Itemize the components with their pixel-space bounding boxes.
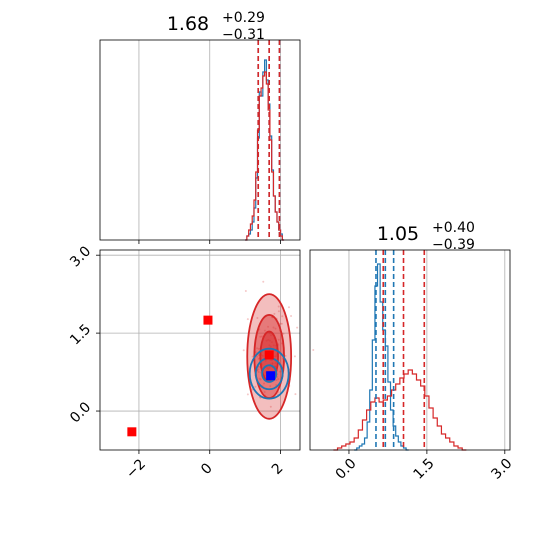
sample-point — [284, 354, 287, 357]
hist-x-title-sub: −0.31 — [222, 27, 265, 43]
hist-y-title-sup: +0.40 — [432, 220, 475, 236]
sample-point — [246, 318, 249, 321]
sample-point — [312, 349, 315, 352]
sample-point — [275, 379, 278, 382]
sample-point — [294, 393, 297, 396]
sample-point — [282, 332, 285, 335]
sample-point — [276, 393, 279, 396]
sample-point — [257, 370, 260, 373]
hist-y-x-tick-label: 0.0 — [333, 456, 360, 483]
marker-square — [203, 315, 213, 325]
sample-point — [257, 357, 260, 360]
contour-level — [261, 364, 278, 383]
sample-point — [256, 355, 259, 358]
sample-point — [269, 385, 272, 388]
sample-point — [260, 335, 263, 338]
sample-point — [263, 382, 266, 385]
sample-point — [256, 317, 259, 320]
hist-x-title-sup: +0.29 — [222, 10, 265, 26]
sample-point — [254, 351, 257, 354]
sample-point — [259, 378, 262, 381]
scatter-y-tick-label: 3.0 — [67, 243, 94, 270]
sample-point — [263, 329, 266, 332]
sample-point — [296, 326, 299, 329]
hist-y-hist-series-1 — [333, 369, 467, 451]
marker-square — [266, 371, 276, 381]
hist-y-frame — [309, 249, 511, 451]
hist-x-title-main: 1.68 — [167, 13, 209, 35]
hist-x-hist-series-0 — [245, 59, 285, 241]
sample-point — [281, 315, 284, 318]
hist-y-hist-series-0 — [354, 263, 409, 451]
marker-square — [127, 427, 137, 437]
sample-point — [279, 370, 282, 373]
sample-point — [273, 312, 276, 315]
sample-point — [272, 326, 275, 329]
sample-point — [257, 368, 260, 371]
hist-y-x-tick-label: 1.5 — [411, 456, 438, 483]
hist-y-title-main: 1.05 — [377, 223, 419, 245]
sample-point — [244, 289, 247, 292]
hist-x-hist-series-1 — [245, 71, 285, 241]
sample-point — [274, 327, 277, 330]
hist-y-title-sub: −0.39 — [432, 237, 475, 253]
sample-point — [246, 393, 249, 396]
sample-point — [263, 390, 266, 393]
sample-point — [256, 347, 259, 350]
sample-point — [251, 355, 254, 358]
sample-point — [254, 385, 257, 388]
sample-point — [277, 310, 280, 313]
sample-point — [259, 335, 262, 338]
sample-point — [277, 378, 280, 381]
sample-point — [293, 355, 296, 358]
contour-level — [248, 347, 290, 400]
sample-point — [287, 306, 290, 309]
sample-point — [267, 325, 270, 328]
sample-point — [280, 322, 283, 325]
sample-point — [258, 377, 261, 380]
hist-x-frame — [99, 39, 301, 241]
scatter-x-tick-label: 2 — [269, 460, 287, 478]
scatter-x-tick-label: −2 — [123, 456, 149, 482]
scatter-x-tick-label: 0 — [198, 460, 216, 478]
sample-point — [277, 338, 280, 341]
sample-point — [242, 349, 245, 352]
marker-square — [264, 350, 274, 360]
hist-y-title: 1.05 — [377, 223, 419, 245]
sample-point — [290, 315, 293, 318]
sample-point — [269, 405, 272, 408]
sample-point — [262, 280, 265, 283]
hist-x-title: 1.68 — [167, 13, 209, 35]
hist-y-x-tick-label: 3.0 — [488, 456, 515, 483]
sample-point — [257, 347, 260, 350]
scatter-frame — [99, 249, 301, 451]
scatter-y-tick-label: 0.0 — [67, 399, 94, 426]
scatter-y-tick-label: 1.5 — [67, 321, 94, 348]
sample-point — [277, 305, 280, 308]
sample-point — [279, 322, 282, 325]
